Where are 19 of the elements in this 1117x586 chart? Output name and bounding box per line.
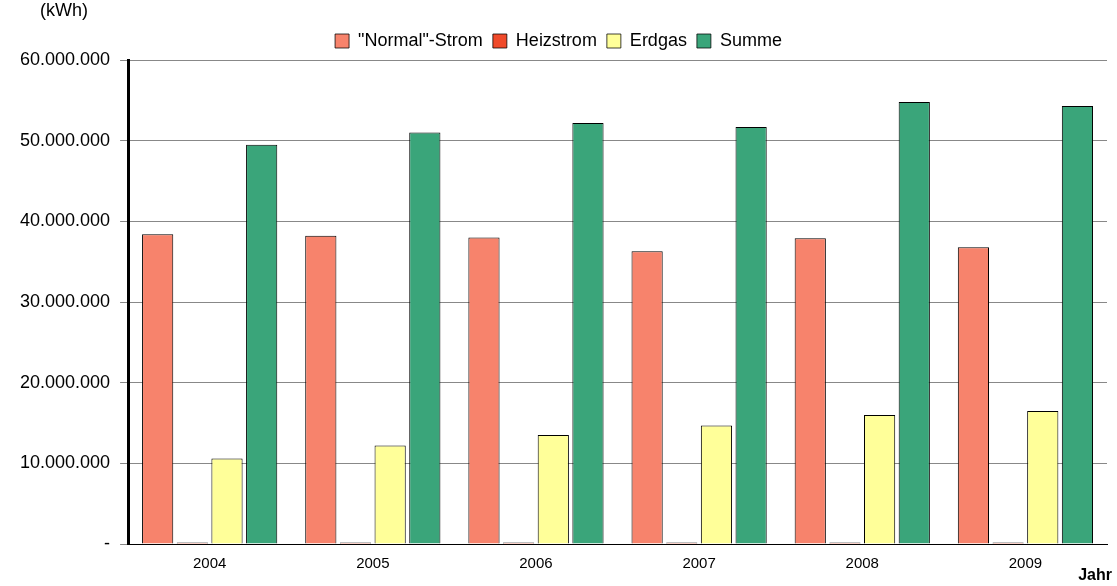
y-tick-label: 20.000.000 [19,371,111,392]
y-tick-label: - [104,532,111,553]
x-tick-label: 2005 [356,554,390,572]
x-tick-label: 2009 [1008,554,1043,572]
y-tick-label: 30.000.000 [19,290,111,311]
x-axis-title: Jahr [1078,566,1112,584]
x-tick-label: 2008 [845,554,879,572]
x-tick-label: 2006 [519,554,553,572]
y-tick-label: 40.000.000 [19,210,111,231]
legend-label: "Normal"-Strom [358,29,483,50]
legend-label: Summe [719,29,782,50]
legend-label: Erdgas [629,29,687,50]
x-tick-label: 2004 [192,554,227,572]
y-tick-label: 60.000.000 [19,48,111,69]
y-tick-label: 10.000.000 [19,452,111,473]
x-tick-label: 2007 [682,554,716,572]
y-axis-title: (kWh) [40,0,88,20]
y-tick-label: 50.000.000 [19,129,111,150]
legend-label: Heizstrom [515,29,597,50]
